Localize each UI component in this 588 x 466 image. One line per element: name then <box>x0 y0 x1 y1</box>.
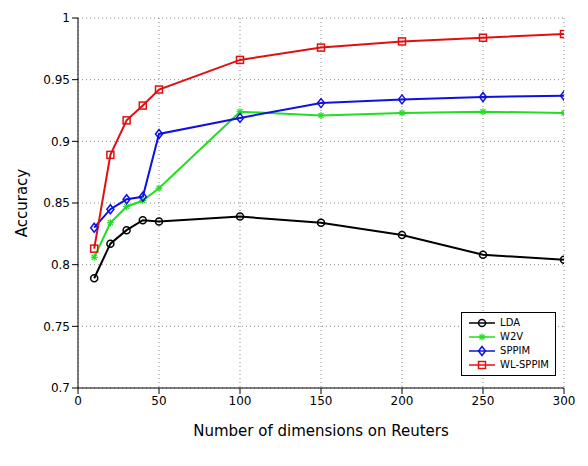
svg-text:0: 0 <box>74 394 82 408</box>
svg-text:250: 250 <box>472 394 495 408</box>
svg-text:200: 200 <box>391 394 414 408</box>
svg-text:0.95: 0.95 <box>43 73 70 87</box>
svg-text:0.75: 0.75 <box>43 320 70 334</box>
svg-text:150: 150 <box>310 394 333 408</box>
html-text:WL-SPPIM: WL-SPPIM <box>500 359 549 370</box>
svg-text:0.8: 0.8 <box>51 258 70 272</box>
svg-text:0.85: 0.85 <box>43 196 70 210</box>
html-text:LDA: LDA <box>500 317 520 328</box>
svg-text:Accuracy: Accuracy <box>13 169 31 238</box>
svg-text:0.9: 0.9 <box>51 135 70 149</box>
html-text:W2V: W2V <box>500 331 524 342</box>
svg-text:1: 1 <box>62 11 70 25</box>
svg-text:Number of dimensions on Reuter: Number of dimensions on Reuters <box>193 422 449 440</box>
svg-text:50: 50 <box>151 394 166 408</box>
svg-text:300: 300 <box>553 394 576 408</box>
html-text:SPPIM: SPPIM <box>500 345 531 356</box>
svg-text:0.7: 0.7 <box>51 381 70 395</box>
svg-text:100: 100 <box>229 394 252 408</box>
